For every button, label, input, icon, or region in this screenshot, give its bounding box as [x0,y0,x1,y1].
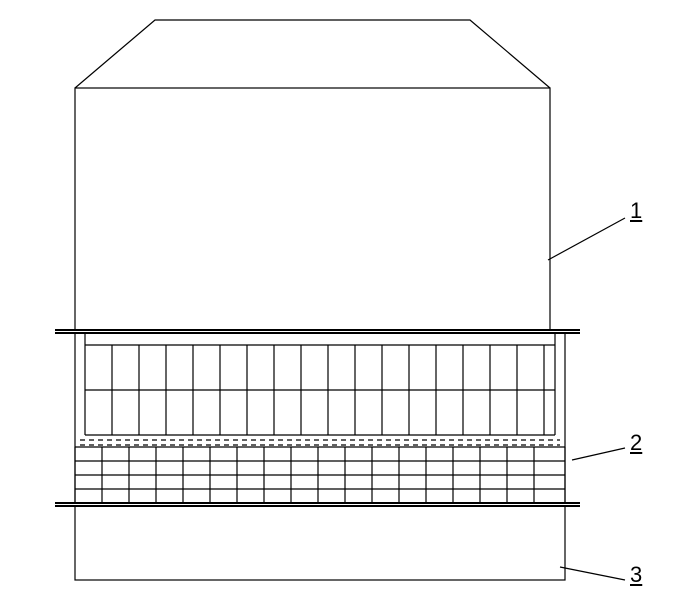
label-1: 1 [630,198,642,224]
label-3: 3 [630,562,642,588]
bottom-section [75,506,565,580]
diagram-svg [0,0,675,608]
label-2: 2 [630,430,642,456]
top-section [75,20,550,330]
diagram-canvas: 1 2 3 [0,0,675,608]
middle-section [75,333,565,503]
leader-lines [548,218,625,580]
